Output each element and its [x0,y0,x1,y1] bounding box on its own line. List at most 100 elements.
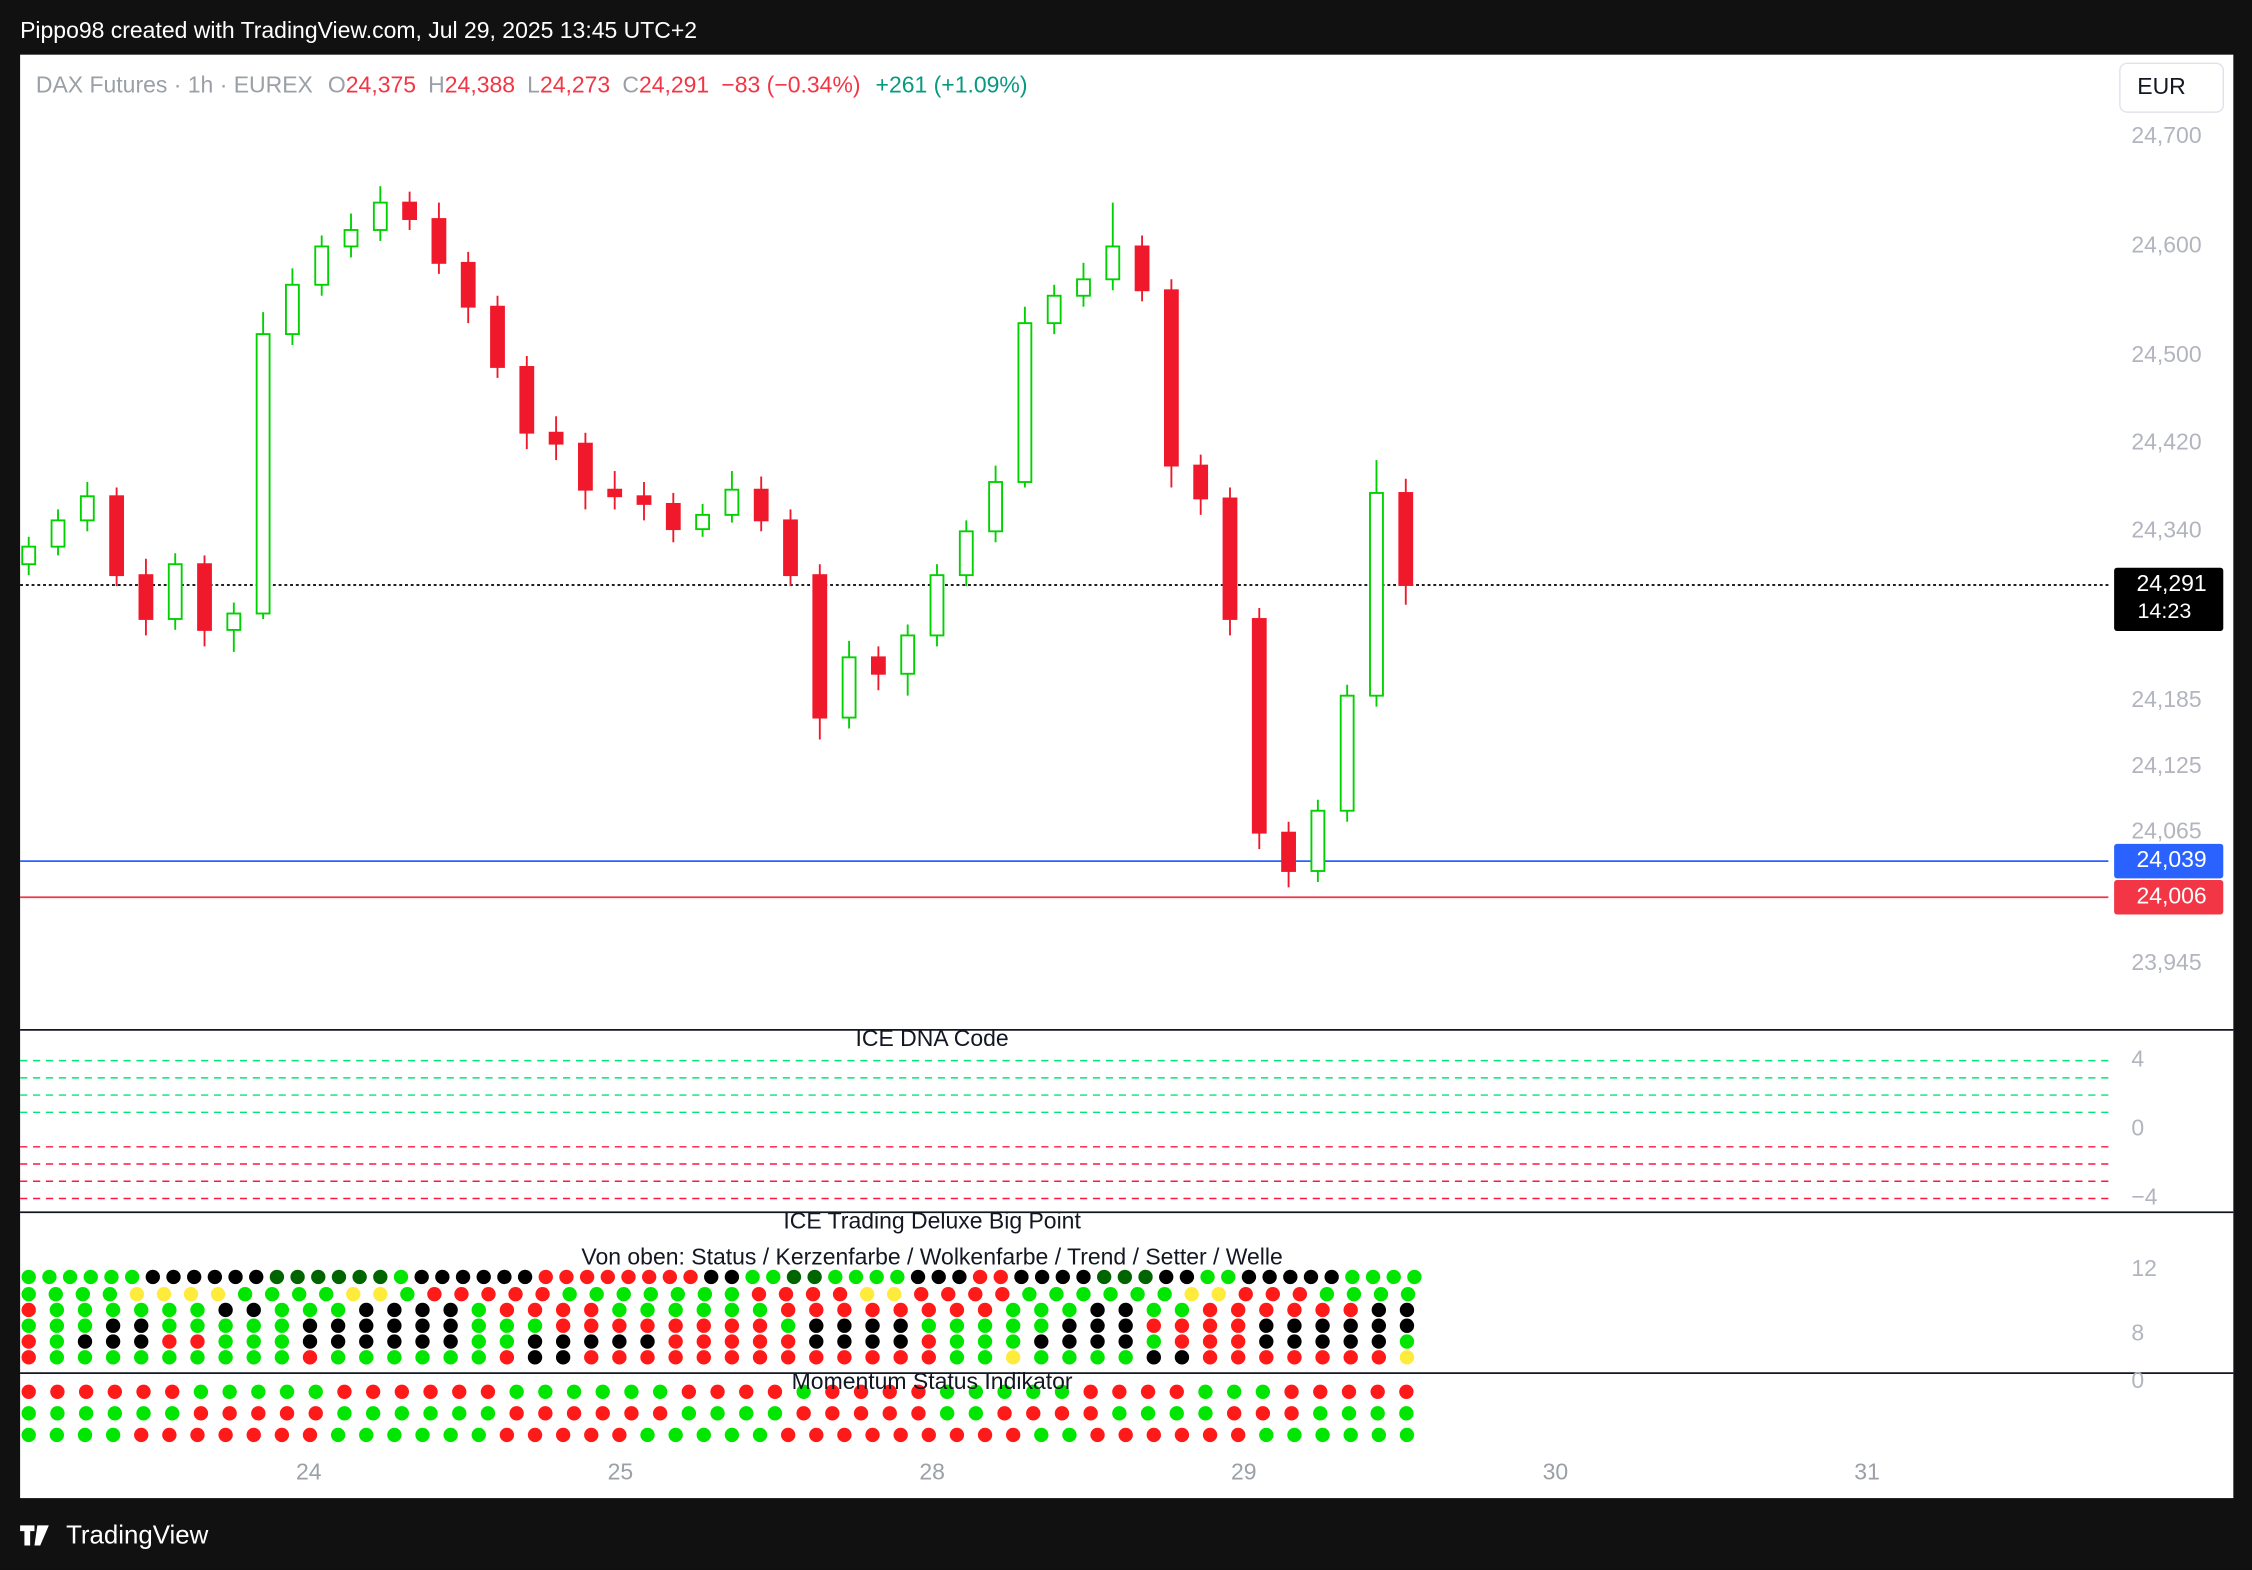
status-dot [949,1334,965,1349]
status-dot [134,1350,149,1365]
status-dot [1034,1350,1049,1365]
status-dot [124,1269,140,1285]
candle-body [1046,294,1062,325]
status-dot [21,1318,36,1333]
status-dot [555,1302,571,1318]
status-dot [1174,1350,1190,1365]
status-dot [566,1406,582,1421]
status-dot [1159,1269,1174,1285]
status-dot [796,1384,811,1399]
status-dot [595,1406,610,1421]
status-dot [210,1286,226,1302]
status-dot [1346,1286,1362,1302]
status-dot [415,1302,430,1318]
status-dot [1090,1334,1105,1349]
status-dot [387,1427,402,1443]
status-dot [837,1302,852,1318]
status-dot [968,1406,984,1421]
status-dot [1026,1384,1041,1399]
candle-body [1251,618,1267,834]
x-tick-label: 24 [296,1459,322,1485]
candle-body [109,495,125,577]
candle-body [665,502,681,531]
status-dot [1287,1318,1302,1333]
status-dot [1034,1302,1049,1318]
status-dot [977,1318,993,1333]
status-dot [921,1427,936,1443]
status-dot [612,1350,627,1365]
y-tick-label: 23,945 [2131,949,2201,975]
candle-body [958,530,974,577]
status-dot [508,1286,523,1302]
status-dot [724,1302,740,1318]
status-dot [393,1269,409,1285]
status-dot [670,1286,685,1302]
status-dot [809,1302,824,1318]
status-dot [1054,1384,1070,1399]
status-dot [837,1334,852,1349]
status-dot [668,1334,683,1349]
y-tick-label: 24,700 [2131,122,2201,148]
status-dot [931,1269,946,1285]
status-dot [1174,1427,1190,1443]
status-dot [1259,1427,1274,1443]
status-dot [893,1427,908,1443]
status-dot [228,1269,243,1285]
status-dot [1259,1302,1274,1318]
candle-body [431,218,447,264]
status-dot [805,1286,821,1302]
status-dot [218,1427,233,1443]
status-dot [1174,1334,1190,1349]
status-dot [415,1350,430,1365]
candle-body [460,261,476,308]
status-dot [49,1427,65,1443]
status-dot [865,1350,880,1365]
currency[interactable]: EUR [2137,73,2186,99]
status-dot [274,1350,290,1365]
status-dot [1303,1269,1319,1285]
status-dot [1014,1269,1029,1285]
status-dot [1324,1269,1339,1285]
status-dot [995,1286,1010,1302]
price-label: 24,291 [2136,570,2206,596]
symbol: DAX Futures · 1h · EUREX [36,71,313,97]
currency-button[interactable] [2119,62,2224,113]
status-dot [1399,1350,1415,1365]
x-tick-label: 30 [1543,1459,1569,1485]
status-dot [752,1318,768,1333]
status-dot [1399,1302,1415,1318]
status-dot [302,1334,318,1349]
candle-body [1222,497,1238,620]
status-dot [423,1384,438,1399]
status-dot [643,1286,658,1302]
price-label-box [2114,843,2224,879]
status-dot [1118,1318,1133,1333]
status-dot [941,1286,956,1302]
status-dot [1265,1286,1280,1302]
status-dot [1373,1286,1389,1302]
status-dot [890,1269,905,1285]
status-dot [612,1302,627,1318]
status-dot [780,1350,796,1365]
status-dot [443,1350,458,1365]
status-dot [1118,1334,1133,1349]
status-dot [105,1350,121,1365]
status-dot [302,1318,318,1333]
candle-body [314,245,330,286]
status-dot [105,1318,121,1333]
status-dot [471,1334,486,1349]
status-dot [559,1269,574,1285]
candle-body [1193,464,1209,500]
candle-body [870,656,886,675]
x-tick-label: 31 [1854,1459,1880,1485]
status-dot [1231,1302,1246,1318]
status-dot [527,1350,543,1365]
status-dot [290,1269,305,1285]
status-dot [1231,1334,1246,1349]
status-dot [49,1302,65,1318]
status-dot [359,1334,374,1349]
status-dot [780,1427,796,1443]
status-dot [640,1334,655,1349]
status-dot [778,1286,794,1302]
status-dot [83,1269,98,1285]
